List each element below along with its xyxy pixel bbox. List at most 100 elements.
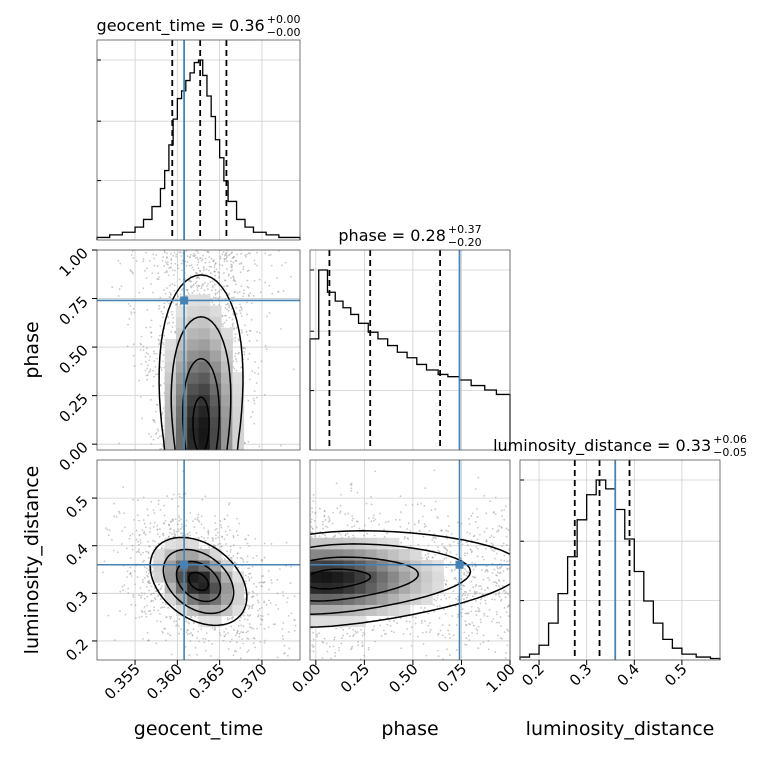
density-cell xyxy=(209,615,222,628)
scatter-point xyxy=(341,637,343,640)
scatter-point xyxy=(182,665,184,667)
scatter-point xyxy=(192,253,195,255)
scatter-point xyxy=(313,519,316,522)
scatter-point xyxy=(261,558,264,561)
scatter-point xyxy=(138,379,141,382)
scatter-point xyxy=(261,619,264,621)
scatter-point xyxy=(445,580,448,582)
scatter-point xyxy=(247,534,250,537)
scatter-point xyxy=(471,595,474,598)
scatter-point xyxy=(232,328,235,331)
scatter-point xyxy=(132,354,135,357)
density-cell xyxy=(209,350,222,362)
scatter-point xyxy=(227,294,230,296)
scatter-point xyxy=(492,536,495,539)
scatter-point xyxy=(468,639,471,642)
scatter-point xyxy=(467,612,470,614)
scatter-point xyxy=(268,588,271,591)
scatter-point xyxy=(227,275,230,277)
scatter-point xyxy=(225,543,227,545)
scatter-point xyxy=(263,627,266,630)
scatter-point xyxy=(229,545,232,548)
scatter-point xyxy=(195,272,198,275)
scatter-point xyxy=(383,535,386,538)
scatter-point xyxy=(150,585,153,588)
scatter-point xyxy=(246,285,249,288)
density-cell xyxy=(175,438,188,450)
density-cell xyxy=(164,560,177,572)
density-cell xyxy=(232,394,245,407)
scatter-point xyxy=(164,292,167,295)
scatter-point xyxy=(215,268,218,271)
scatter-point xyxy=(177,625,180,628)
density-cell xyxy=(354,593,367,605)
density-cell xyxy=(209,305,222,318)
scatter-point xyxy=(146,604,148,607)
scatter-point xyxy=(264,344,267,347)
scatter-point xyxy=(119,610,121,612)
density-cell xyxy=(198,582,211,594)
density-cell xyxy=(365,582,378,594)
scatter-point xyxy=(159,620,162,623)
scatter-point xyxy=(170,615,173,618)
scatter-point xyxy=(148,589,150,592)
scatter-point xyxy=(138,616,141,619)
title-minus-luminosity_distance: −0.05 xyxy=(713,446,747,459)
scatter-point xyxy=(201,283,204,286)
scatter-point xyxy=(148,581,151,584)
scatter-point xyxy=(487,587,489,590)
scatter-point xyxy=(239,557,242,559)
scatter-point xyxy=(311,507,313,509)
scatter-point xyxy=(249,572,252,575)
scatter-point xyxy=(226,550,228,553)
scatter-point xyxy=(186,533,189,535)
scatter-point xyxy=(152,600,155,602)
scatter-point xyxy=(174,262,177,265)
scatter-point xyxy=(272,623,275,626)
scatter-point xyxy=(147,371,150,374)
scatter-point xyxy=(312,638,315,641)
scatter-point xyxy=(330,657,332,660)
density-cell xyxy=(387,560,400,572)
scatter-point xyxy=(262,581,264,584)
density-cell xyxy=(198,438,211,450)
scatter-point xyxy=(312,631,315,634)
scatter-point xyxy=(263,393,266,396)
scatter-point xyxy=(470,539,473,542)
density-cell xyxy=(232,582,245,594)
scatter-point xyxy=(503,518,506,521)
scatter-point xyxy=(198,640,200,643)
scatter-point xyxy=(339,504,342,507)
scatter-point xyxy=(158,342,161,345)
density-cell xyxy=(410,560,422,572)
scatter-point xyxy=(243,353,246,356)
scatter-point xyxy=(435,599,437,602)
density-cell xyxy=(175,372,188,384)
scatter-point xyxy=(407,522,410,525)
scatter-point xyxy=(252,627,255,630)
scatter-point xyxy=(274,603,277,606)
density-cell xyxy=(209,427,222,440)
scatter-point xyxy=(171,533,173,535)
scatter-point xyxy=(221,687,223,689)
scatter-point xyxy=(265,603,268,606)
scatter-point xyxy=(255,585,258,588)
scatter-point xyxy=(259,641,262,643)
density-cell xyxy=(209,383,222,395)
scatter-point xyxy=(237,534,239,537)
density-cell xyxy=(209,394,222,407)
scatter-point xyxy=(288,647,291,650)
scatter-point xyxy=(493,568,496,571)
scatter-point xyxy=(285,541,288,544)
density-cell xyxy=(221,582,233,594)
scatter-point xyxy=(484,599,487,602)
scatter-point xyxy=(393,631,395,634)
scatter-point xyxy=(181,269,184,272)
scatter-point xyxy=(226,617,229,620)
scatter-point xyxy=(228,292,231,295)
scatter-point xyxy=(440,529,442,532)
scatter-point xyxy=(247,252,250,254)
scatter-point xyxy=(149,355,152,358)
scatter-point xyxy=(332,536,335,539)
density-cell xyxy=(387,548,400,561)
